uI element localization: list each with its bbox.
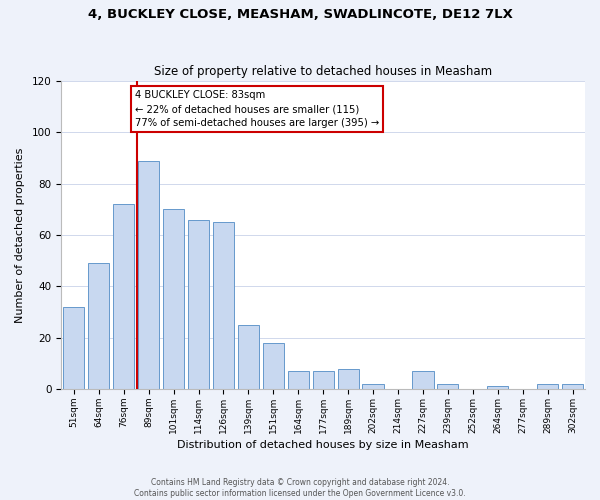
- Bar: [88, 264, 109, 389]
- Bar: [138, 160, 159, 389]
- Text: Contains HM Land Registry data © Crown copyright and database right 2024.
Contai: Contains HM Land Registry data © Crown c…: [134, 478, 466, 498]
- X-axis label: Distribution of detached houses by size in Measham: Distribution of detached houses by size …: [178, 440, 469, 450]
- Bar: [537, 384, 558, 389]
- Bar: [362, 384, 383, 389]
- Bar: [487, 386, 508, 389]
- Text: 4 BUCKLEY CLOSE: 83sqm
← 22% of detached houses are smaller (115)
77% of semi-de: 4 BUCKLEY CLOSE: 83sqm ← 22% of detached…: [135, 90, 379, 128]
- Bar: [338, 368, 359, 389]
- Bar: [188, 220, 209, 389]
- Bar: [562, 384, 583, 389]
- Y-axis label: Number of detached properties: Number of detached properties: [15, 148, 25, 322]
- Bar: [437, 384, 458, 389]
- Bar: [63, 307, 85, 389]
- Bar: [238, 325, 259, 389]
- Text: 4, BUCKLEY CLOSE, MEASHAM, SWADLINCOTE, DE12 7LX: 4, BUCKLEY CLOSE, MEASHAM, SWADLINCOTE, …: [88, 8, 512, 20]
- Bar: [287, 371, 309, 389]
- Bar: [163, 210, 184, 389]
- Bar: [313, 371, 334, 389]
- Bar: [113, 204, 134, 389]
- Bar: [412, 371, 434, 389]
- Title: Size of property relative to detached houses in Measham: Size of property relative to detached ho…: [154, 66, 492, 78]
- Bar: [263, 343, 284, 389]
- Bar: [213, 222, 234, 389]
